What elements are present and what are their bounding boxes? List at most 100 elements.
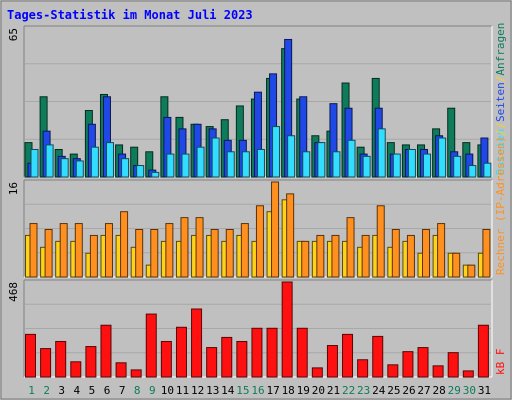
x-tick-label: 4 [74,384,81,397]
bar-top-3-day-14 [226,151,235,178]
bar-middle-2-day-30 [467,264,476,278]
bar-top-3-day-4 [75,160,84,178]
panel-middle [23,179,493,278]
bar-top-3-day-24 [377,128,386,178]
bar-bottom-1-day-9 [145,313,157,378]
bar-bottom-1-day-13 [206,347,218,378]
x-tick-label: 22 [342,384,355,397]
bar-bottom-1-day-15 [236,340,248,378]
x-tick-label: 25 [387,384,400,397]
bar-bottom-1-day-16 [251,327,263,378]
bar-top-3-day-30 [468,165,477,178]
x-tick-label: 23 [357,384,370,397]
x-tick-label: 27 [417,384,430,397]
legend-top-part: Dateien [494,129,507,175]
bar-bottom-1-day-14 [221,336,233,378]
bar-bottom-1-day-22 [342,333,354,378]
bar-bottom-1-day-20 [311,367,323,378]
bar-middle-2-day-20 [316,234,325,278]
chart-title: Tages-Statistik im Monat Juli 2023 [7,8,253,22]
bar-top-3-day-12 [196,146,205,178]
bar-bottom-1-day-28 [432,365,444,378]
legend-bottom-part: kB F [494,349,507,376]
bar-middle-2-day-13 [210,229,219,278]
chart-panels [23,25,493,378]
bar-bottom-1-day-26 [402,351,414,378]
x-tick-label: 21 [327,384,340,397]
bar-bottom-1-day-1 [25,333,36,378]
bar-top-3-day-27 [423,153,432,178]
bar-top-3-day-19 [302,151,311,178]
bar-middle-2-day-22 [346,217,355,278]
bar-middle-2-day-27 [422,229,431,278]
bar-bottom-1-day-24 [372,335,384,378]
x-tick-label: 17 [266,384,279,397]
bar-top-3-day-1 [30,148,39,178]
x-tick-label: 7 [119,384,126,397]
bar-middle-2-day-2 [44,229,53,278]
bar-top-3-day-9 [151,171,160,178]
bar-bottom-1-day-23 [357,359,369,378]
bar-middle-2-day-14 [225,229,234,278]
bar-middle-2-day-31 [482,229,491,278]
x-tick-label: 29 [448,384,461,397]
x-tick-label: 28 [433,384,446,397]
bar-bottom-1-day-11 [175,326,187,378]
x-tick-label: 6 [104,384,111,397]
y-axis-labels: 65 16 468 [7,28,20,302]
bar-middle-2-day-12 [195,217,204,278]
bar-bottom-1-day-3 [55,340,67,378]
bar-top-3-day-23 [362,155,371,178]
x-tick-label: 16 [251,384,264,397]
bar-top-3-day-7 [121,158,130,178]
bar-middle-2-day-15 [240,223,249,278]
bar-top-3-day-28 [438,137,447,178]
x-tick-label: 13 [206,384,219,397]
bar-middle-2-day-19 [301,240,310,278]
x-tick-label: 18 [282,384,295,397]
bar-middle-2-day-29 [452,252,461,278]
x-tick-label: 8 [134,384,141,397]
x-tick-label: 31 [478,384,491,397]
bar-top-3-day-16 [256,148,265,178]
bar-middle-2-day-3 [59,223,68,278]
y-max-label-top: 65 [7,28,20,41]
bar-bottom-1-day-12 [191,308,203,378]
x-tick-label: 24 [372,384,386,397]
bar-top-3-day-21 [332,151,341,178]
bar-middle-2-day-23 [361,234,370,278]
x-tick-label: 3 [58,384,65,397]
legend-top-part: Anfragen [494,23,507,76]
panel-bottom [23,279,493,378]
bar-middle-2-day-8 [135,229,144,278]
x-tick-label: 9 [149,384,156,397]
x-tick-label: 26 [402,384,415,397]
bar-bottom-1-day-31 [477,324,489,378]
bar-middle-2-day-1 [29,223,38,278]
bar-bottom-1-day-21 [326,345,338,378]
legend-middle-part: / [494,129,507,136]
bar-top-3-day-29 [453,155,462,178]
bar-middle-2-day-17 [271,181,280,278]
y-max-label-middle: 16 [7,182,20,195]
bar-top-3-day-22 [347,139,356,178]
legend-middle-part: Rechner (IP-Adressen) [494,136,507,275]
bar-bottom-1-day-29 [447,352,459,378]
bar-middle-2-day-11 [180,217,189,278]
bar-middle-2-day-24 [376,205,385,278]
x-tick-label: 1 [28,384,35,397]
bar-top-3-day-3 [60,158,69,178]
bar-middle-2-day-7 [120,211,129,278]
bar-middle-2-day-5 [89,234,98,278]
legend-top-part: / [494,122,507,129]
x-tick-label: 19 [297,384,310,397]
bar-bottom-1-day-25 [387,364,399,378]
bar-bottom-1-day-19 [296,327,308,378]
bar-bottom-1-day-4 [70,361,82,378]
bar-middle-2-day-25 [391,229,400,278]
bar-bottom-1-day-2 [40,348,52,378]
bar-top-3-day-5 [90,146,99,178]
